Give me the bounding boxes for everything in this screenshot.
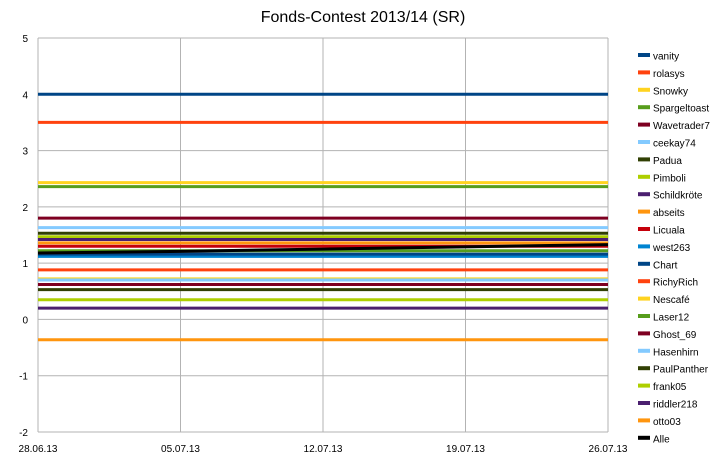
legend-swatch: [638, 244, 650, 249]
chart-title: Fonds-Contest 2013/14 (SR): [261, 9, 466, 26]
legend-label: abseits: [653, 208, 685, 219]
y-axis-ticks: -2 -1 0 1 2 3 4 5: [19, 34, 28, 439]
legend-swatch: [638, 174, 650, 179]
x-tick-label: 12.07.13: [304, 444, 343, 455]
legend-label: Licuala: [653, 226, 685, 237]
legend-label: Padua: [653, 156, 682, 167]
series-lines: [37, 92, 609, 342]
legend-label: PaulPanther: [653, 365, 709, 376]
legend-label: Ghost_69: [653, 330, 697, 341]
x-tick-label: 05.07.13: [161, 444, 200, 455]
y-tick-label: 0: [22, 315, 28, 326]
legend-label: ceekay74: [653, 139, 696, 150]
legend-label: Pimboli: [653, 173, 686, 184]
legend-label: riddler218: [653, 400, 698, 411]
legend-swatch: [638, 140, 650, 144]
y-tick-label: 5: [22, 34, 28, 45]
legend: vanity rolasys Snowky Spargeltoast Wavetrade…: [638, 52, 710, 445]
legend-swatch: [638, 261, 650, 266]
legend-label: Spargeltoast: [653, 104, 709, 115]
legend-swatch: [638, 331, 650, 336]
legend-swatch: [638, 383, 650, 388]
legend-swatch: [638, 418, 650, 423]
legend-swatch: [638, 157, 650, 162]
y-tick-label: 2: [22, 203, 28, 214]
legend-swatch: [638, 314, 650, 318]
legend-swatch: [638, 227, 650, 231]
legend-label: rolasys: [653, 69, 685, 80]
legend-label: Snowky: [653, 86, 688, 97]
y-tick-label: -1: [19, 372, 28, 383]
x-tick-label: 19.07.13: [446, 444, 485, 455]
legend-swatch: [638, 401, 650, 405]
legend-label: Laser12: [653, 313, 690, 324]
legend-swatch: [638, 192, 650, 197]
legend-label: otto03: [653, 417, 681, 428]
legend-swatch: [638, 435, 650, 440]
legend-swatch: [638, 209, 650, 214]
plot-grid: [37, 37, 609, 433]
legend-swatch: [638, 296, 650, 301]
x-tick-label: 26.07.13: [589, 444, 628, 455]
legend-label: RichyRich: [653, 278, 698, 289]
legend-label: Nescafé: [653, 295, 690, 306]
x-axis-ticks: 28.06.13 05.07.13 12.07.13 19.07.13 26.07.13: [19, 444, 628, 455]
legend-label: west263: [652, 243, 691, 254]
legend-swatch: [638, 87, 650, 92]
y-tick-label: 1: [22, 259, 28, 270]
legend-swatch: [638, 122, 650, 127]
legend-label: Wavetrader7: [653, 121, 710, 132]
legend-label: Schildkröte: [653, 191, 703, 202]
legend-swatch: [638, 53, 650, 57]
y-tick-label: 3: [22, 147, 28, 158]
y-tick-label: 4: [22, 90, 28, 101]
legend-label: Alle: [653, 434, 670, 445]
legend-swatch: [638, 366, 650, 371]
legend-swatch: [638, 279, 650, 284]
legend-label: Chart: [653, 260, 678, 271]
x-tick-label: 28.06.13: [19, 444, 58, 455]
legend-swatch: [638, 105, 650, 110]
y-tick-label: -2: [19, 428, 28, 439]
legend-swatch: [638, 348, 650, 353]
legend-label: vanity: [653, 52, 679, 63]
series-line-alle: [37, 243, 609, 255]
legend-label: Hasenhirn: [653, 347, 699, 358]
legend-swatch: [638, 70, 650, 75]
legend-label: frank05: [653, 382, 687, 393]
